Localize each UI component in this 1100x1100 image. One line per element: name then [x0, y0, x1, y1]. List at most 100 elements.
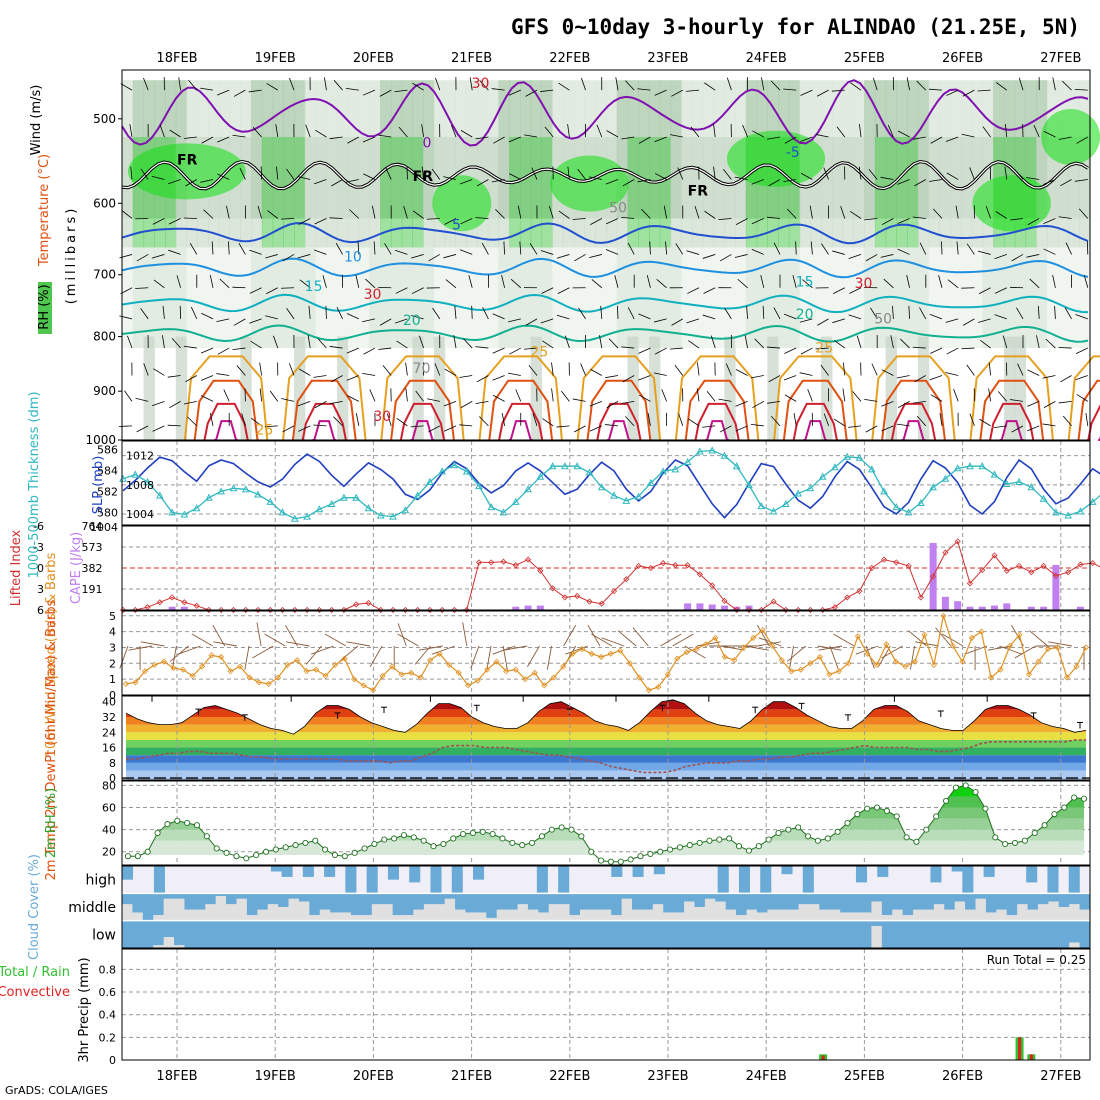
cloud-bar	[278, 893, 289, 907]
rh-shade	[208, 247, 220, 349]
rh-shade	[799, 136, 811, 248]
wind-barb	[259, 362, 262, 376]
wind-barb	[912, 346, 926, 349]
li-tick: 3	[37, 583, 44, 596]
li-marker	[979, 567, 986, 574]
wind-barb	[346, 375, 359, 381]
thickness-marker	[143, 477, 152, 485]
wind-barb	[378, 134, 392, 138]
rh-shade	[175, 336, 188, 440]
rh-shade	[885, 136, 897, 248]
wind-barb	[282, 254, 295, 262]
temp-tick: 0	[109, 772, 116, 785]
precip-tick: 0	[109, 1054, 116, 1067]
precip-axis-label: 3hr Precip (mm)	[77, 957, 92, 1062]
wind-marker	[617, 647, 624, 654]
wind-barb-10m	[527, 645, 540, 668]
wind10-axis-label: 10m Wind Speed (m/s) & Barbs	[44, 552, 59, 757]
cloud-bar	[621, 920, 633, 948]
li-marker	[721, 597, 728, 604]
thickness-marker	[867, 465, 876, 473]
rh-shade	[595, 247, 607, 349]
wind-barb	[479, 80, 489, 91]
wind-barb	[897, 248, 910, 255]
rh-shade	[1057, 136, 1070, 248]
cloud-gap	[246, 915, 258, 921]
wind-barb	[217, 347, 230, 355]
wind-marker	[949, 642, 956, 649]
thickness-marker	[1076, 507, 1085, 515]
wind-barb	[783, 375, 797, 381]
wind-barb-10m	[818, 645, 843, 651]
rh-shade	[444, 247, 457, 349]
wind-barb-10m	[128, 645, 153, 651]
wind-marker	[512, 666, 519, 673]
wind-barb	[459, 375, 473, 378]
cape-bar	[684, 603, 692, 610]
cloud-bar	[1037, 920, 1049, 948]
cloud-bar	[642, 893, 654, 910]
wind-barb	[605, 218, 619, 225]
rh-shade	[692, 136, 704, 248]
cloud-bar	[736, 893, 747, 916]
wind-barb	[411, 287, 424, 295]
wind-barb	[993, 425, 1007, 428]
wind-barb	[621, 346, 635, 349]
cloud-bar	[434, 893, 446, 905]
thickness-marker	[880, 487, 888, 495]
wind-barb	[589, 400, 602, 407]
wind-barb	[140, 308, 149, 320]
wind-tick: 3	[109, 641, 116, 654]
cloud-bar	[527, 920, 539, 948]
wind-barb	[945, 318, 959, 323]
wind-barb	[702, 254, 716, 259]
cloud-bar	[371, 893, 383, 905]
isotherm-loop	[390, 379, 455, 441]
rh-shade	[519, 247, 532, 349]
cloud-bar	[236, 920, 248, 948]
rh-marker	[509, 839, 516, 846]
thickness-marker	[217, 487, 226, 495]
rh-marker	[755, 843, 762, 850]
cloud-gap	[517, 904, 529, 921]
wind-barb	[1014, 169, 1024, 180]
cloud-bar	[877, 866, 889, 877]
wind-barb-10m	[305, 645, 322, 665]
cloud-bar	[559, 893, 570, 905]
cloud-bar	[496, 920, 508, 948]
rh-shade	[928, 247, 941, 349]
wind-barb	[864, 218, 878, 221]
cloud-bar	[205, 893, 217, 905]
wind-barb	[378, 347, 392, 350]
cloud-bar	[486, 893, 498, 918]
wind-barb	[384, 243, 392, 255]
cloud-bar	[403, 920, 414, 948]
cloud-bar	[715, 893, 727, 902]
wind-barb	[567, 124, 570, 138]
cloud-gap	[413, 909, 425, 921]
isotherm-loop	[193, 379, 259, 441]
panel-frame	[121, 948, 1091, 1061]
wind-barb	[661, 389, 667, 402]
wind-barb	[713, 124, 716, 138]
wind-barb	[690, 126, 700, 138]
panel-frame	[121, 525, 1091, 611]
date-label-bottom: 27FEB	[1040, 1069, 1081, 1084]
contour-label: 25	[815, 341, 833, 357]
wind-barb	[232, 134, 246, 138]
wind-barb	[823, 413, 829, 427]
wind-barb	[898, 401, 910, 409]
slp-tick: 1012	[126, 450, 154, 463]
wind-barb	[544, 126, 554, 138]
wind-barb	[297, 254, 311, 259]
rh-shade	[294, 136, 306, 248]
wind-barb	[152, 400, 165, 407]
temp-band	[126, 770, 1086, 780]
wind-marker	[503, 668, 510, 675]
thickness-marker	[1052, 508, 1060, 516]
wind-barb	[799, 318, 813, 323]
wind-barb	[1042, 375, 1056, 379]
wind-barb	[1043, 248, 1056, 255]
